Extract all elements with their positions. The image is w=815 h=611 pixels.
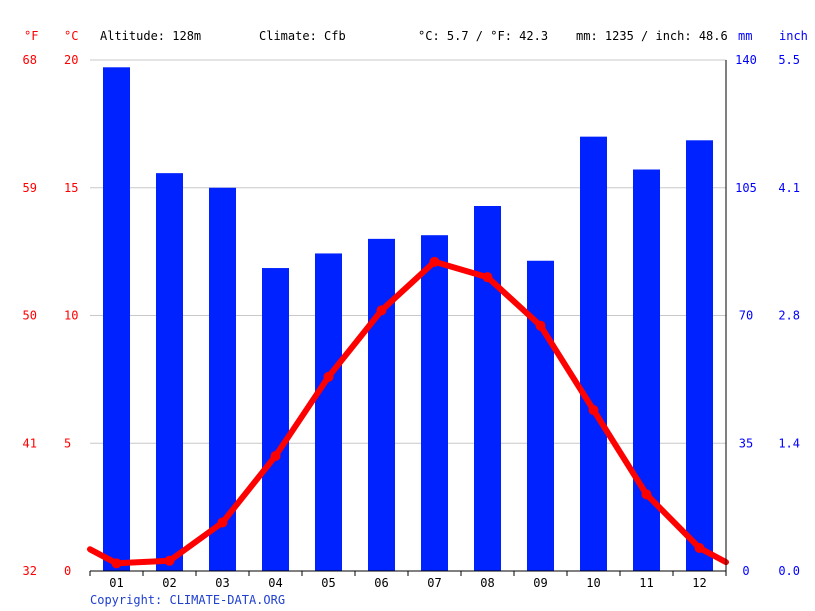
x-tick-label: 10 bbox=[586, 576, 600, 590]
x-tick-label: 03 bbox=[215, 576, 229, 590]
celsius-tick-label: 10 bbox=[64, 309, 78, 323]
temp-point-04 bbox=[270, 451, 281, 462]
celsius-tick-label: 5 bbox=[64, 436, 71, 450]
mm-tick-label: 35 bbox=[739, 436, 753, 450]
mm-tick-label: 0 bbox=[742, 564, 749, 578]
unit-celsius-label: °C bbox=[64, 29, 78, 43]
inch-tick-label: 0.0 bbox=[778, 564, 800, 578]
x-tick-label: 04 bbox=[268, 576, 282, 590]
temp-point-10 bbox=[588, 405, 599, 416]
altitude-label: Altitude: 128m bbox=[100, 29, 201, 43]
copyright-text: Copyright: CLIMATE-DATA.ORG bbox=[90, 593, 285, 607]
temp-point-02 bbox=[164, 555, 175, 566]
tick-labels: 01 02 03 04 05 06 07 08 09 10 11 12 32 0 41 5 50 10 59 15 68… bbox=[23, 53, 800, 590]
unit-mm-label: mm bbox=[738, 29, 752, 43]
unit-fahrenheit-label: °F bbox=[24, 29, 38, 43]
fahrenheit-tick-label: 68 bbox=[23, 53, 37, 67]
celsius-tick-label: 20 bbox=[64, 53, 78, 67]
precip-bar-02 bbox=[156, 173, 183, 571]
temp-point-03 bbox=[217, 517, 228, 528]
temp-point-12 bbox=[694, 543, 705, 554]
fahrenheit-tick-label: 50 bbox=[23, 309, 37, 323]
fahrenheit-tick-label: 41 bbox=[23, 436, 37, 450]
x-tick-label: 01 bbox=[109, 576, 123, 590]
gridlines bbox=[90, 59, 726, 444]
precip-bar-04 bbox=[262, 268, 289, 571]
precip-bar-09 bbox=[527, 260, 554, 571]
x-tick-label: 08 bbox=[480, 576, 494, 590]
precip-bar-06 bbox=[368, 238, 395, 571]
precip-bar-01 bbox=[103, 67, 130, 572]
precip-bar-12 bbox=[686, 140, 713, 572]
temp-point-06 bbox=[376, 305, 387, 316]
mm-tick-label: 105 bbox=[735, 181, 757, 195]
x-tick-label: 11 bbox=[639, 576, 653, 590]
fahrenheit-tick-label: 59 bbox=[23, 181, 37, 195]
inch-tick-label: 1.4 bbox=[778, 436, 800, 450]
inch-tick-label: 2.8 bbox=[778, 309, 800, 323]
axes bbox=[89, 60, 727, 576]
precip-bar-07 bbox=[421, 235, 448, 571]
x-tick-label: 05 bbox=[321, 576, 335, 590]
x-tick-label: 06 bbox=[374, 576, 388, 590]
temp-point-11 bbox=[641, 489, 652, 500]
unit-inch-label: inch bbox=[779, 29, 808, 43]
mm-tick-label: 140 bbox=[735, 53, 757, 67]
temperature-series-line bbox=[87, 258, 729, 567]
mm-tick-label: 70 bbox=[739, 309, 753, 323]
x-tick-label: 02 bbox=[162, 576, 176, 590]
x-tick-label: 07 bbox=[427, 576, 441, 590]
precip-bar-08 bbox=[474, 206, 501, 571]
temp-point-05 bbox=[323, 371, 334, 382]
temp-point-07 bbox=[429, 256, 440, 267]
temperature-line bbox=[87, 256, 729, 569]
celsius-tick-label: 15 bbox=[64, 181, 78, 195]
precip-bar-05 bbox=[315, 253, 342, 571]
inch-tick-label: 4.1 bbox=[778, 181, 800, 195]
x-tick-label: 09 bbox=[533, 576, 547, 590]
x-tick-label: 12 bbox=[692, 576, 706, 590]
temp-point-01 bbox=[111, 558, 122, 569]
temperature-average-label: °C: 5.7 / °F: 42.3 bbox=[418, 29, 548, 43]
temp-point-09 bbox=[535, 320, 546, 331]
fahrenheit-tick-label: 32 bbox=[23, 564, 37, 578]
climate-label: Climate: Cfb bbox=[259, 29, 346, 43]
precip-bar-10 bbox=[580, 136, 607, 571]
precip-bar-11 bbox=[633, 169, 660, 571]
temp-point-08 bbox=[482, 272, 493, 283]
precipitation-bars bbox=[103, 67, 713, 572]
celsius-tick-label: 0 bbox=[64, 564, 71, 578]
precipitation-average-label: mm: 1235 / inch: 48.6 bbox=[576, 29, 728, 43]
inch-tick-label: 5.5 bbox=[778, 53, 800, 67]
